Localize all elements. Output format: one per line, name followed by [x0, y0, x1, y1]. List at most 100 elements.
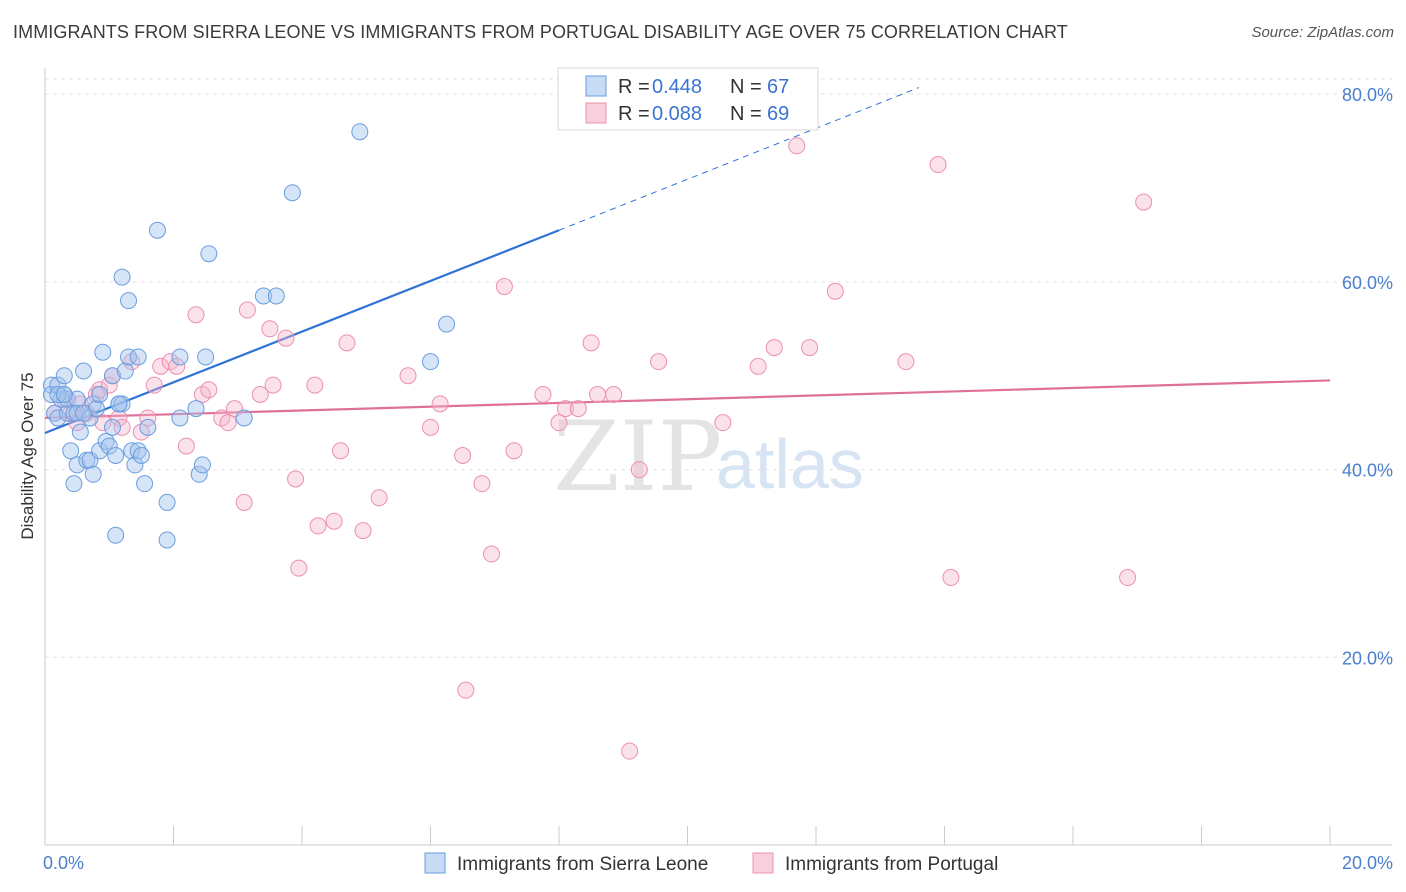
- point-sierra-leone: [267, 287, 285, 305]
- point-sierra-leone: [107, 447, 125, 464]
- point-portugal: [399, 367, 417, 385]
- point-sierra-leone: [62, 442, 80, 460]
- point-sierra-leone: [49, 385, 67, 403]
- y-axis-label: Disability Age Over 75: [18, 372, 37, 539]
- point-sierra-leone: [71, 423, 89, 441]
- point-portugal: [71, 395, 89, 413]
- legend-n-label-2: N =: [730, 103, 767, 125]
- point-portugal: [177, 437, 195, 455]
- point-sierra-leone: [91, 442, 109, 460]
- legend-swatch-portugal: [585, 102, 607, 124]
- point-portugal: [569, 400, 587, 418]
- point-sierra-leone: [68, 456, 86, 474]
- point-sierra-leone: [438, 315, 456, 333]
- trendline-portugal: [44, 379, 1331, 420]
- point-sierra-leone: [107, 526, 125, 544]
- point-sierra-leone: [200, 245, 218, 263]
- y-tick-label: 80.0%: [1342, 85, 1393, 105]
- point-portugal: [306, 376, 324, 394]
- point-portugal: [332, 442, 350, 460]
- legend-n-value-1: 67: [767, 76, 789, 98]
- point-sierra-leone: [97, 432, 115, 450]
- point-portugal: [264, 376, 282, 394]
- trendline-sierra-leone-extension: [558, 87, 919, 231]
- x-tick-label: 20.0%: [1342, 853, 1393, 873]
- point-portugal: [534, 385, 552, 403]
- point-portugal: [826, 282, 844, 300]
- point-sierra-leone: [129, 348, 147, 366]
- x-tick-label: 0.0%: [43, 853, 84, 873]
- point-sierra-leone: [422, 353, 439, 371]
- point-sierra-leone: [42, 376, 60, 394]
- point-portugal: [765, 339, 783, 357]
- point-portugal: [929, 156, 947, 174]
- point-portugal: [200, 381, 218, 399]
- point-sierra-leone: [46, 404, 64, 422]
- point-portugal: [505, 442, 523, 460]
- point-portugal: [91, 381, 109, 399]
- point-sierra-leone: [126, 456, 144, 474]
- y-tick-label: 60.0%: [1342, 273, 1393, 293]
- point-sierra-leone: [84, 465, 102, 483]
- point-sierra-leone: [158, 493, 176, 511]
- point-portugal: [110, 409, 128, 427]
- point-sierra-leone: [100, 437, 118, 455]
- stats-legend: R = 0.448 N = 67 R = 0.088 N = 69: [557, 67, 819, 131]
- point-sierra-leone: [87, 400, 105, 418]
- point-portugal: [113, 418, 131, 436]
- series-legend: Immigrants from Sierra Leone Immigrants …: [424, 852, 998, 875]
- point-sierra-leone: [42, 385, 60, 403]
- point-sierra-leone: [235, 409, 253, 427]
- point-sierra-leone: [94, 343, 112, 361]
- point-sierra-leone: [123, 442, 141, 460]
- point-portugal: [550, 414, 568, 432]
- point-portugal: [370, 489, 388, 507]
- series-legend-swatch-portugal: [752, 852, 774, 874]
- point-portugal: [801, 339, 819, 357]
- point-portugal: [145, 376, 163, 394]
- chart-title: IMMIGRANTS FROM SIERRA LEONE VS IMMIGRAN…: [13, 22, 1068, 42]
- point-portugal: [235, 493, 253, 511]
- point-portugal: [605, 385, 623, 403]
- point-sierra-leone: [55, 385, 73, 403]
- point-sierra-leone: [254, 287, 272, 305]
- grid: [45, 78, 1392, 658]
- point-portugal: [788, 137, 806, 155]
- point-portugal: [582, 334, 600, 352]
- point-portugal: [556, 400, 574, 418]
- legend-swatch-sierra-leone: [585, 75, 607, 97]
- point-sierra-leone: [49, 376, 67, 394]
- point-portugal: [589, 385, 607, 403]
- point-sierra-leone: [116, 362, 134, 380]
- watermark-atlas: atlas: [716, 425, 864, 503]
- point-portugal: [457, 681, 475, 699]
- point-portugal: [422, 418, 439, 436]
- legend-r-value-2: 0.088: [652, 103, 702, 125]
- point-portugal: [473, 475, 491, 493]
- legend-n-value-2: 69: [767, 103, 789, 125]
- point-sierra-leone: [351, 123, 369, 141]
- point-sierra-leone: [75, 362, 93, 380]
- point-sierra-leone: [139, 418, 157, 436]
- data-points: [42, 123, 1153, 760]
- point-sierra-leone: [129, 442, 147, 460]
- point-portugal: [277, 329, 295, 347]
- point-sierra-leone: [113, 268, 131, 286]
- point-portugal: [621, 742, 639, 760]
- point-portugal: [287, 470, 305, 488]
- point-sierra-leone: [68, 390, 86, 408]
- point-portugal: [454, 447, 472, 464]
- point-portugal: [168, 357, 186, 375]
- point-sierra-leone: [187, 400, 205, 418]
- point-portugal: [219, 414, 237, 432]
- point-portugal: [714, 414, 732, 432]
- legend-r-value-1: 0.448: [652, 76, 702, 98]
- axes: [44, 68, 1392, 846]
- point-portugal: [354, 522, 372, 540]
- point-sierra-leone: [103, 367, 121, 385]
- source-note: Source: ZipAtlas.com: [1251, 24, 1394, 41]
- point-sierra-leone: [136, 475, 154, 493]
- point-sierra-leone: [158, 531, 176, 549]
- point-sierra-leone: [193, 456, 211, 474]
- point-portugal: [650, 353, 668, 371]
